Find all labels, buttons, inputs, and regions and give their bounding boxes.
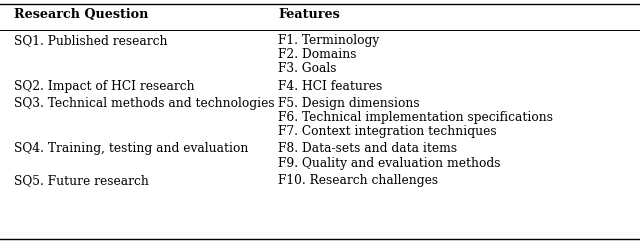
Text: F7. Context integration techniques: F7. Context integration techniques xyxy=(278,125,497,138)
Text: Research Question: Research Question xyxy=(14,8,148,21)
Text: F6. Technical implementation specifications: F6. Technical implementation specificati… xyxy=(278,111,554,124)
Text: F3. Goals: F3. Goals xyxy=(278,62,337,75)
Text: SQ3. Technical methods and technologies: SQ3. Technical methods and technologies xyxy=(14,97,275,110)
Text: F4. HCI features: F4. HCI features xyxy=(278,80,383,93)
Text: F1. Terminology: F1. Terminology xyxy=(278,34,380,47)
Text: F8. Data-sets and data items: F8. Data-sets and data items xyxy=(278,142,458,155)
Text: F5. Design dimensions: F5. Design dimensions xyxy=(278,97,420,110)
Text: SQ4. Training, testing and evaluation: SQ4. Training, testing and evaluation xyxy=(14,142,248,155)
Text: F2. Domains: F2. Domains xyxy=(278,48,357,61)
Text: F9. Quality and evaluation methods: F9. Quality and evaluation methods xyxy=(278,157,501,170)
Text: SQ1. Published research: SQ1. Published research xyxy=(14,34,168,47)
Text: SQ2. Impact of HCI research: SQ2. Impact of HCI research xyxy=(14,80,195,93)
Text: Features: Features xyxy=(278,8,340,21)
Text: SQ5. Future research: SQ5. Future research xyxy=(14,174,149,187)
Text: F10. Research challenges: F10. Research challenges xyxy=(278,174,438,187)
